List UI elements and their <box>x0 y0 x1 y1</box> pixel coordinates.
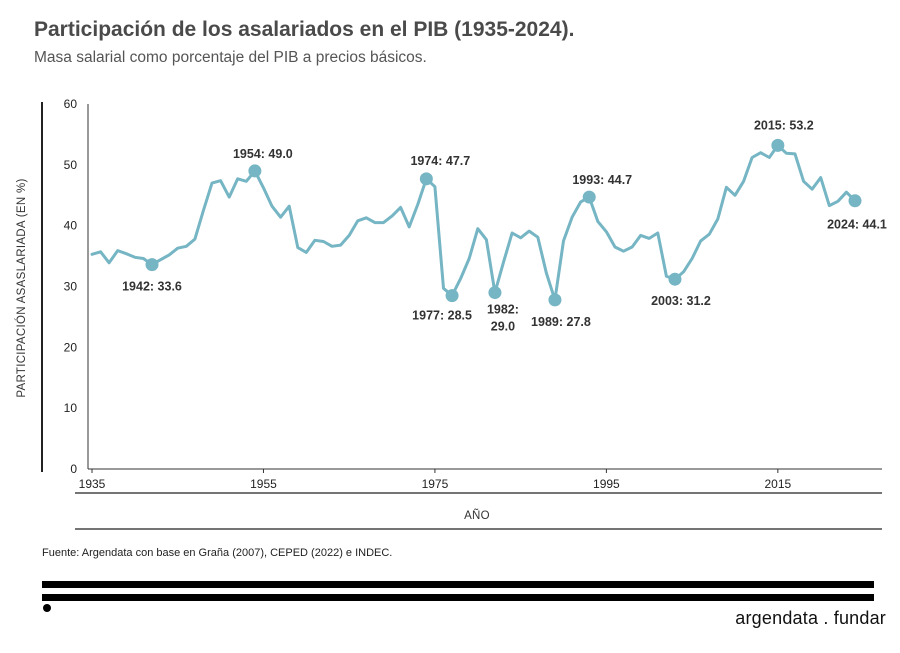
brand-dot <box>43 604 51 612</box>
chart-title: Participación de los asalariados en el P… <box>34 18 575 41</box>
brand-logo: argendata . fundar <box>735 608 886 628</box>
y-tick-label: 20 <box>64 340 78 354</box>
data-label: 1974: 47.7 <box>410 154 470 168</box>
source-note: Fuente: Argendata con base en Graña (200… <box>42 547 393 559</box>
brand-bar-bottom <box>42 594 874 601</box>
y-tick-label: 30 <box>64 280 78 294</box>
data-label: 1989: 27.8 <box>531 315 591 329</box>
x-tick-label: 1975 <box>422 477 449 491</box>
annotation-marker <box>248 164 262 178</box>
y-tick-label: 0 <box>70 462 77 476</box>
data-label: 2024: 44.1 <box>827 218 887 232</box>
y-tick-label: 10 <box>64 401 78 415</box>
x-axis-title: AÑO <box>464 509 490 522</box>
y-tick-label: 40 <box>64 219 78 233</box>
x-tick-label: 1955 <box>250 477 277 491</box>
data-label: 2015: 53.2 <box>754 118 814 132</box>
data-label: 1977: 28.5 <box>412 309 472 323</box>
annotation-marker <box>445 289 459 303</box>
series-line <box>90 143 857 302</box>
annotation-marker <box>848 194 862 208</box>
annotation-marker <box>145 258 159 272</box>
x-tick-label: 1995 <box>593 477 620 491</box>
x-tick-label: 1935 <box>79 477 106 491</box>
annotation-marker <box>548 293 562 307</box>
data-label: 29.0 <box>491 320 515 334</box>
data-label: 2003: 31.2 <box>651 294 711 308</box>
x-tick-label: 2015 <box>764 477 791 491</box>
y-tick-label: 60 <box>64 97 78 111</box>
y-ticks: 0 10 20 30 40 50 60 <box>64 97 78 476</box>
annotation-marker <box>488 286 502 300</box>
series-group <box>90 143 857 302</box>
data-label: 1982: <box>487 303 519 317</box>
annotation-marker <box>419 172 433 186</box>
data-label: 1942: 33.6 <box>122 280 182 294</box>
x-ticks: 1935 1955 1975 1995 2015 <box>79 469 792 491</box>
data-label: 1954: 49.0 <box>233 147 293 161</box>
annotation-marker <box>771 138 785 152</box>
annotations-group: 1942: 33.6 1954: 49.0 1974: 47.7 1977: 28.5… <box>122 118 887 333</box>
chart-subtitle: Masa salarial como porcentaje del PIB a … <box>34 49 427 66</box>
annotation-marker <box>668 272 682 286</box>
y-tick-label: 50 <box>64 158 78 172</box>
y-axis-title: PARTICIPACIÓN ASASLARIADA (EN %) <box>15 178 28 397</box>
annotation-marker <box>582 190 596 204</box>
data-label: 1993: 44.7 <box>572 173 632 187</box>
brand-bar-top <box>42 581 874 588</box>
